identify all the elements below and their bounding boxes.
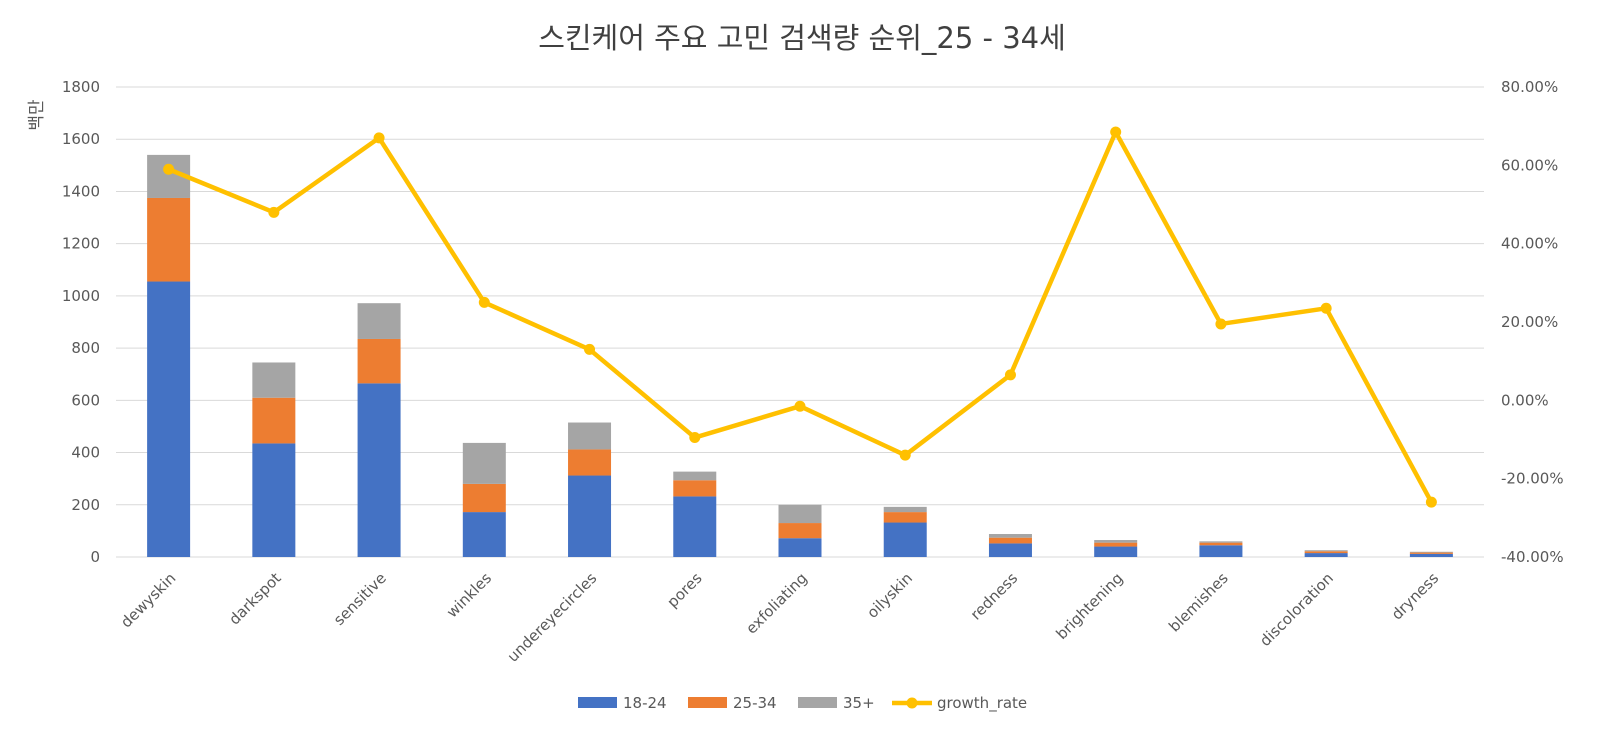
legend-label: 35+: [843, 694, 875, 712]
growth-line: [163, 126, 1437, 508]
x-tick-label: exfoliating: [742, 569, 811, 638]
bar-35+: [252, 362, 296, 398]
y-tick-label: 1600: [62, 130, 100, 148]
bar-18-24: [883, 522, 927, 557]
bar-18-24: [1199, 545, 1243, 557]
legend: 18-24 25-34 35+ growth_rate: [578, 694, 1027, 713]
legend-label: 18-24: [623, 694, 667, 712]
growth-point: [268, 206, 280, 218]
growth-point: [163, 163, 175, 175]
x-tick-label: oilyskin: [863, 569, 916, 622]
x-tick-label: brightening: [1052, 569, 1126, 643]
bar-25-34: [147, 197, 191, 282]
growth-point: [1320, 302, 1332, 314]
y-axis-title: 백만: [27, 99, 47, 131]
bar-35+: [778, 504, 822, 524]
y-tick-label: 1400: [62, 182, 100, 200]
bar-35+: [1409, 551, 1453, 553]
y2-tick-label: 80.00%: [1501, 78, 1558, 96]
y2-tick-label: 40.00%: [1501, 235, 1558, 253]
x-tick-label: undereyecircles: [504, 569, 601, 666]
y2-tick-label: -20.00%: [1501, 470, 1564, 488]
y-tick-label: 600: [71, 391, 100, 409]
x-tick-label: darkspot: [225, 569, 284, 628]
growth-point: [1004, 369, 1016, 381]
growth-point: [1425, 496, 1437, 508]
bar-18-24: [147, 281, 191, 557]
y2-tick-label: 20.00%: [1501, 313, 1558, 331]
bar-18-24: [357, 383, 401, 557]
bar-35+: [462, 442, 506, 484]
legend-swatch: [798, 697, 837, 708]
growth-point: [584, 343, 596, 355]
bar-18-24: [1304, 553, 1348, 557]
chart-title: 스킨케어 주요 고민 검색량 순위_25 - 34세: [538, 21, 1066, 55]
bar-25-34: [1199, 542, 1243, 546]
bar-18-24: [1094, 546, 1138, 557]
bar-35+: [1094, 540, 1138, 543]
bars: [147, 154, 1453, 557]
growth-point: [478, 296, 490, 308]
bar-25-34: [778, 523, 822, 539]
y-tick-label: 1200: [62, 235, 100, 253]
bar-18-24: [1409, 553, 1453, 557]
legend-label: growth_rate: [937, 694, 1027, 713]
growth-point: [689, 432, 701, 444]
growth-point: [1215, 318, 1227, 330]
bar-18-24: [988, 543, 1032, 557]
bar-25-34: [1409, 552, 1453, 554]
x-tick-label: redness: [967, 569, 1022, 624]
legend-swatch: [688, 697, 727, 708]
y-tick-label: 200: [71, 496, 100, 514]
bar-25-34: [568, 449, 612, 476]
x-tick-label: blemishes: [1165, 569, 1232, 636]
y-tick-label: 0: [90, 548, 100, 566]
y2-tick-label: -40.00%: [1501, 548, 1564, 566]
bar-25-34: [462, 483, 506, 513]
bar-18-24: [778, 538, 822, 557]
x-tick-label: winkles: [443, 569, 495, 621]
growth-point: [1110, 126, 1122, 138]
x-tick-label: discoloration: [1256, 569, 1337, 650]
growth-point: [899, 449, 911, 461]
y-tick-label: 400: [71, 444, 100, 462]
x-tick-label: dryness: [1388, 569, 1443, 624]
bar-25-34: [1304, 551, 1348, 554]
growth-point: [373, 132, 385, 144]
gridlines: [116, 86, 1484, 558]
bar-25-34: [673, 480, 717, 497]
bar-25-34: [252, 397, 296, 444]
bar-25-34: [357, 338, 401, 384]
bar-25-34: [883, 512, 927, 523]
x-tick-label: sensitive: [330, 569, 390, 629]
bar-25-34: [1094, 542, 1138, 547]
bar-35+: [357, 303, 401, 339]
y2-tick-label: 0.00%: [1501, 391, 1549, 409]
bar-18-24: [673, 496, 717, 557]
bar-18-24: [462, 512, 506, 557]
bar-18-24: [252, 443, 296, 557]
bar-35+: [988, 534, 1032, 538]
legend-swatch: [578, 697, 617, 708]
bar-35+: [1304, 550, 1348, 552]
y-tick-label: 800: [71, 339, 100, 357]
bar-35+: [673, 471, 717, 481]
x-tick-label: dewyskin: [117, 569, 179, 631]
y-tick-label: 1800: [62, 78, 100, 96]
bar-35+: [1199, 541, 1243, 543]
bar-25-34: [988, 537, 1032, 544]
legend-marker: [906, 697, 918, 709]
bar-35+: [883, 506, 927, 513]
x-tick-label: pores: [663, 569, 705, 611]
growth-point: [794, 400, 806, 412]
bar-18-24: [568, 475, 612, 557]
y2-tick-label: 60.00%: [1501, 156, 1558, 174]
y-tick-label: 1000: [62, 287, 100, 305]
bar-35+: [568, 422, 612, 450]
legend-label: 25-34: [733, 694, 777, 712]
